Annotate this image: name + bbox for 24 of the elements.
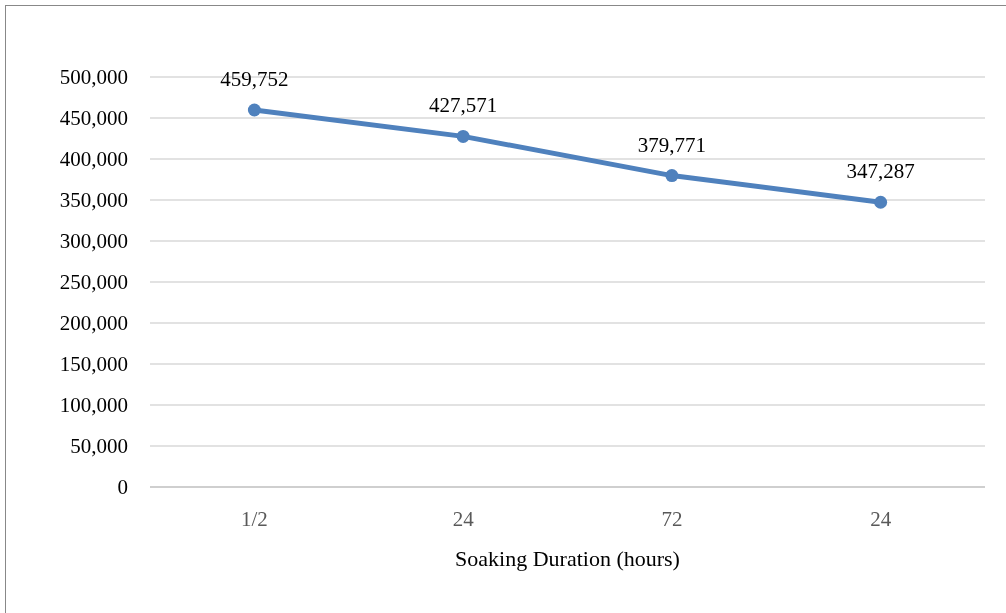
x-tick-label: 24 (870, 507, 892, 531)
y-tick-label: 300,000 (59, 229, 128, 254)
point (665, 169, 679, 183)
y-tick-label: 0 (117, 475, 128, 500)
y-tick-label: 400,000 (59, 147, 128, 172)
y-tick-label: 200,000 (59, 311, 128, 336)
y-tick-label: 250,000 (59, 270, 128, 295)
point (456, 129, 470, 143)
x-tick-label: 1/2 (240, 507, 268, 531)
data-label: 347,287 (846, 159, 915, 184)
point (247, 103, 261, 117)
y-tick-label: 50,000 (70, 434, 128, 459)
y-tick-label: 100,000 (59, 393, 128, 418)
point (874, 195, 888, 209)
y-tick-label: 150,000 (59, 352, 128, 377)
data-label: 379,771 (637, 132, 706, 157)
data-label: 427,571 (429, 93, 498, 118)
x-tick-label: 72 (661, 507, 683, 531)
data-label: 459,752 (220, 67, 289, 91)
y-tick-label: 450,000 (59, 106, 128, 131)
x-axis-title: Soaking Duration (hours) (455, 546, 680, 571)
y-tick-label: 500,000 (59, 65, 128, 90)
x-tick-label: 24 (452, 507, 475, 531)
y-tick-label: 350,000 (59, 188, 128, 213)
